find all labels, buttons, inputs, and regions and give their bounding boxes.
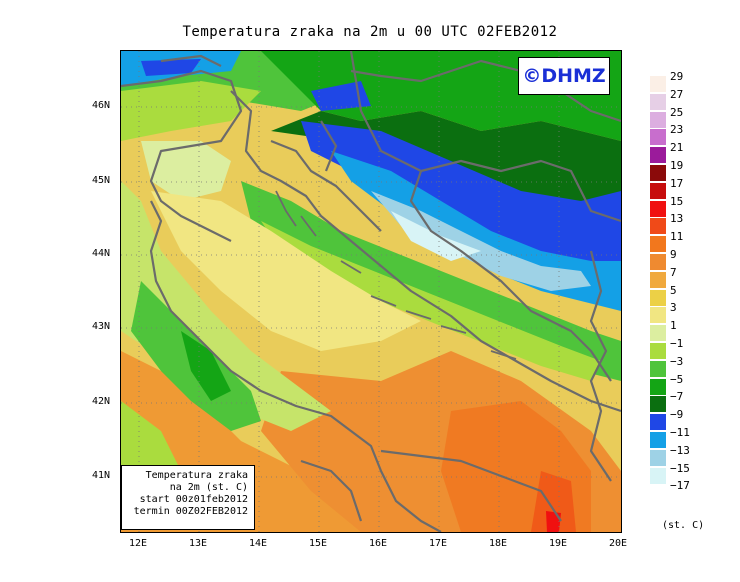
- legend-label: 15: [670, 194, 684, 208]
- legend-swatch: [650, 396, 666, 413]
- legend-label: 21: [670, 141, 684, 155]
- legend-swatch: [650, 449, 666, 466]
- legend-label: 11: [670, 230, 684, 244]
- legend-swatch: [650, 325, 666, 342]
- legend-label: 27: [670, 87, 684, 101]
- legend-label: 23: [670, 123, 684, 137]
- lon-label-20e: 20E: [608, 538, 628, 549]
- legend-swatch: [650, 182, 666, 199]
- legend-label: 29: [670, 70, 684, 83]
- lat-label-46n: 46N: [92, 100, 111, 111]
- legend-label: 1: [670, 319, 677, 333]
- legend-label: 3: [670, 301, 677, 315]
- legend-label: −11: [670, 426, 690, 439]
- lon-label-14e: 14E: [248, 538, 268, 549]
- legend-label: −13: [670, 443, 690, 457]
- legend-swatch: [650, 467, 666, 484]
- legend-swatch: [650, 218, 666, 235]
- legend-label: 9: [670, 248, 677, 261]
- temperature-map: [120, 50, 622, 533]
- info-line-variable: Temperatura zraka: [145, 470, 248, 481]
- lon-label-15e: 15E: [308, 538, 328, 549]
- legend-label: 25: [670, 105, 684, 119]
- info-line-termin: termin 00Z02FEB2012: [133, 506, 248, 517]
- legend-swatch: [650, 378, 666, 395]
- info-line-start: start 00z01feb2012: [139, 494, 248, 505]
- lat-label-42n: 42N: [92, 396, 111, 407]
- legend-swatch: [650, 343, 666, 359]
- dhmz-logo: ©DHMZ: [518, 57, 610, 95]
- legend-swatch: [650, 289, 666, 306]
- legend-label: −15: [670, 461, 690, 475]
- legend-swatch: [650, 254, 666, 270]
- legend-label: −7: [670, 390, 684, 404]
- legend-label: 13: [670, 212, 684, 226]
- legend-swatch: [650, 271, 666, 288]
- lon-label-12e: 12E: [128, 538, 148, 549]
- map-title: Temperatura zraka na 2m u 00 UTC 02FEB20…: [182, 24, 558, 40]
- lon-label-18e: 18E: [488, 538, 508, 549]
- legend-swatch: [650, 236, 666, 253]
- legend-swatch: [650, 165, 666, 181]
- legend-swatch: [650, 129, 666, 146]
- legend-swatch: [650, 200, 666, 217]
- legend-label: −5: [670, 372, 684, 386]
- legend-swatch: [650, 93, 666, 110]
- lat-label-43n: 43N: [92, 321, 111, 332]
- legend-unit: (st. C): [662, 520, 705, 531]
- legend-swatch: [650, 360, 666, 377]
- lon-label-19e: 19E: [548, 538, 568, 549]
- legend-swatch: [650, 414, 666, 431]
- legend-swatch: [650, 485, 666, 502]
- legend-label: −1: [670, 337, 684, 350]
- lon-label-17e: 17E: [428, 538, 448, 549]
- lat-label-41n: 41N: [92, 470, 111, 481]
- lat-label-45n: 45N: [92, 175, 111, 186]
- legend-swatch: [650, 432, 666, 448]
- forecast-info-box: Temperatura zraka na 2m (st. C) start 00…: [121, 465, 255, 530]
- legend-swatch: [650, 111, 666, 128]
- legend-label: −17: [670, 479, 690, 493]
- lon-label-13e: 13E: [188, 538, 208, 549]
- legend-swatch: [650, 147, 666, 164]
- legend-label: 7: [670, 265, 677, 279]
- legend-label: 19: [670, 159, 684, 172]
- info-line-units: na 2m (st. C): [169, 482, 248, 493]
- legend-swatch: [650, 76, 666, 92]
- legend-swatch: [650, 307, 666, 324]
- legend-label: −3: [670, 354, 684, 368]
- legend-label: 17: [670, 176, 684, 190]
- lat-label-44n: 44N: [92, 248, 111, 259]
- lon-label-16e: 16E: [368, 538, 388, 549]
- legend-label: 5: [670, 283, 677, 297]
- legend-label: −9: [670, 408, 684, 422]
